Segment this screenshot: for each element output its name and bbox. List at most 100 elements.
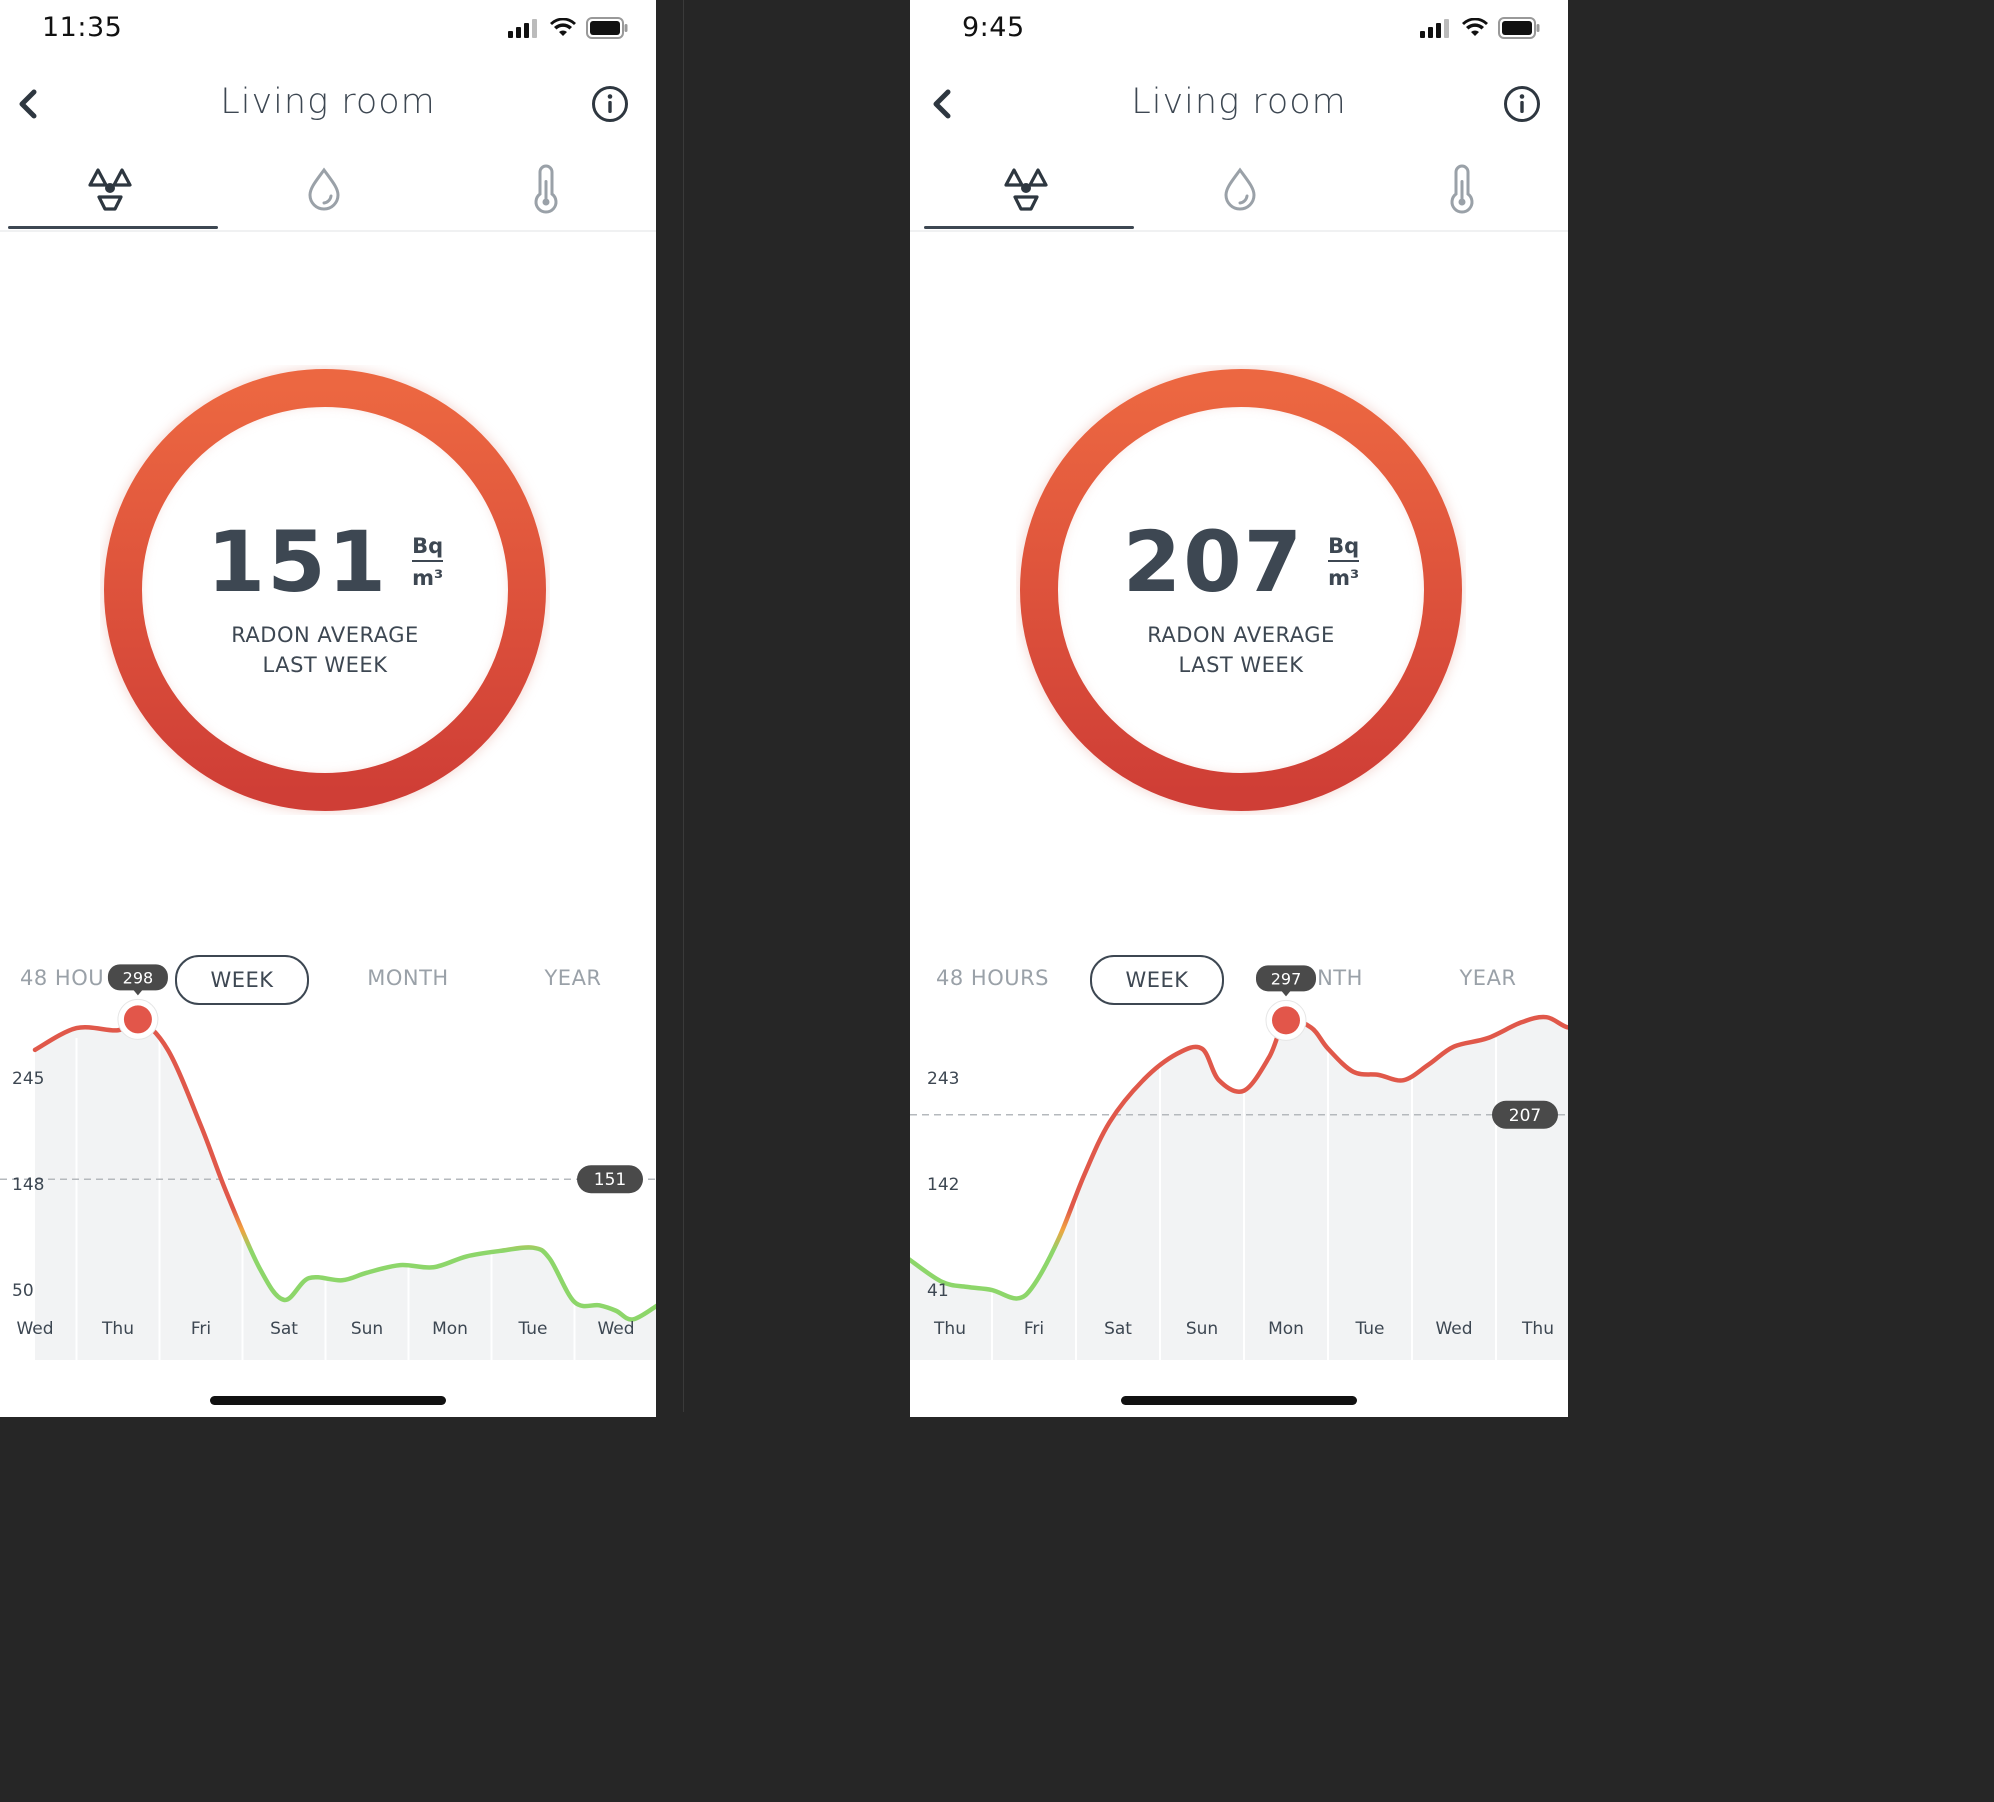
phone-right: 9:45 Living room (910, 0, 1568, 1417)
x-tick-label: Sun (1186, 1319, 1218, 1339)
period-year[interactable]: YEAR (1459, 966, 1517, 990)
period-selector: 48 HOU WEEK MONTH YEAR (0, 955, 656, 1005)
selected-point-marker[interactable] (123, 1005, 152, 1034)
period-month[interactable]: NTH (1317, 966, 1363, 990)
marker-tooltip-label: 298 (123, 968, 154, 987)
battery-icon (586, 17, 628, 39)
x-tick-label: Fri (1024, 1319, 1044, 1339)
cellular-signal-icon (1420, 19, 1449, 38)
info-icon[interactable] (1502, 84, 1542, 124)
radon-label-line1: RADON AVERAGE (1147, 623, 1335, 647)
period-week[interactable]: WEEK (1090, 955, 1224, 1005)
radon-chart-svg: 243 142 41 Thu Fri Sat Sun Mon Tue Wed Thu 207 297 (910, 965, 1568, 1360)
info-icon[interactable] (590, 84, 630, 124)
average-badge (577, 1165, 643, 1194)
tab-humidity[interactable] (1130, 150, 1350, 228)
x-tick-label: Tue (1354, 1319, 1384, 1339)
y-tick-label: 243 (927, 1069, 959, 1089)
cellular-signal-icon (508, 19, 537, 38)
thermometer-icon (1450, 164, 1474, 214)
tab-temperature[interactable] (436, 150, 656, 228)
period-48-hours[interactable]: 48 HOURS (936, 966, 1050, 990)
status-bar: 11:35 (0, 0, 656, 56)
radon-value-number: 207 (1122, 513, 1305, 612)
humidity-drop-icon (1224, 167, 1256, 211)
marker-tooltip-pointer (132, 989, 143, 996)
average-badge-label: 151 (594, 1170, 626, 1190)
radon-series-line (32, 1016, 656, 1322)
unit-numerator: Bq (1328, 534, 1360, 559)
unit-denominator: m³ (1328, 560, 1360, 592)
radon-series-line (910, 1014, 1568, 1301)
radon-summary-ring: 207 Bq m³ RADON AVERAGE LAST WEEK (1016, 365, 1466, 815)
status-time: 11:35 (42, 12, 123, 43)
y-tick-label: 41 (927, 1281, 949, 1301)
battery-icon (1498, 17, 1540, 39)
period-year[interactable]: YEAR (544, 966, 602, 990)
back-chevron-icon[interactable] (10, 84, 46, 124)
radon-label: RADON AVERAGE LAST WEEK (100, 620, 550, 680)
nav-bar: Living room (0, 70, 656, 140)
x-tick-label: Mon (1268, 1319, 1304, 1339)
radon-value-number: 151 (206, 513, 389, 612)
x-tick-label: Mon (432, 1319, 468, 1339)
average-badge-label: 207 (1509, 1106, 1541, 1126)
x-tick-label: Thu (1521, 1319, 1554, 1339)
marker-tooltip-pointer (1281, 990, 1291, 997)
radon-label: RADON AVERAGE LAST WEEK (1016, 620, 1466, 680)
tab-radon[interactable] (916, 150, 1136, 229)
radon-chart: 243 142 41 Thu Fri Sat Sun Mon Tue Wed Thu 207 297 (910, 960, 1568, 1360)
wifi-icon (550, 18, 576, 36)
period-selector: 48 HOURS WEEK NTH YEAR (910, 955, 1568, 1005)
marker-tooltip (107, 964, 168, 991)
x-tick-label: Fri (191, 1319, 211, 1339)
radon-chart: 245 148 50 Wed Thu Fri Sat Sun Mon Tue Wed 151 298 (0, 960, 656, 1360)
unit-denominator: m³ (412, 560, 444, 592)
home-indicator[interactable] (1121, 1396, 1357, 1405)
radon-chart-svg: 245 148 50 Wed Thu Fri Sat Sun Mon Tue Wed 151 298 (0, 964, 656, 1360)
status-bar: 9:45 (910, 0, 1568, 56)
page-title: Living room (1131, 82, 1347, 122)
tab-radon[interactable] (0, 150, 220, 229)
radon-icon (1004, 168, 1048, 211)
radon-label-line1: RADON AVERAGE (231, 623, 419, 647)
period-48-hours[interactable]: 48 HOU (20, 966, 105, 990)
humidity-drop-icon (308, 167, 340, 211)
status-time: 9:45 (962, 12, 1025, 43)
unit-numerator: Bq (412, 534, 444, 559)
radon-value: 151 Bq m³ (100, 507, 550, 611)
tab-humidity[interactable] (214, 150, 434, 228)
ring-graphic (103, 368, 547, 812)
radon-unit: Bq m³ (1328, 532, 1360, 592)
x-tick-label: Thu (101, 1319, 134, 1339)
y-tick-label: 142 (927, 1175, 959, 1195)
radon-unit: Bq m³ (412, 532, 444, 592)
page-title: Living room (220, 82, 436, 122)
y-tick-label: 50 (12, 1281, 34, 1301)
thermometer-icon (534, 164, 558, 214)
period-month[interactable]: MONTH (367, 966, 449, 990)
radon-value: 207 Bq m³ (1016, 507, 1466, 611)
x-tick-label: Sun (351, 1319, 383, 1339)
screen-divider (683, 0, 684, 1412)
chart-area-fill (35, 1018, 656, 1360)
period-week[interactable]: WEEK (175, 955, 309, 1005)
ring-graphic (1019, 368, 1463, 812)
home-indicator[interactable] (210, 1396, 446, 1405)
x-tick-label: Sat (270, 1319, 298, 1339)
sensor-tabs (910, 150, 1568, 232)
phone-left: 11:35 Living room (0, 0, 656, 1417)
selected-point-marker[interactable] (1272, 1006, 1300, 1035)
y-tick-label: 148 (12, 1175, 44, 1195)
nav-bar: Living room (910, 70, 1568, 140)
x-tick-label: Wed (1435, 1319, 1472, 1339)
back-chevron-icon[interactable] (924, 84, 960, 124)
chart-area-fill (910, 1017, 1568, 1360)
x-tick-label: Wed (597, 1319, 634, 1339)
x-tick-label: Sat (1104, 1319, 1132, 1339)
tab-temperature[interactable] (1352, 150, 1568, 228)
marker-tooltip-label: 297 (1271, 969, 1302, 988)
x-tick-label: Wed (16, 1319, 53, 1339)
radon-label-line2: LAST WEEK (262, 653, 388, 677)
x-tick-label: Thu (933, 1319, 966, 1339)
